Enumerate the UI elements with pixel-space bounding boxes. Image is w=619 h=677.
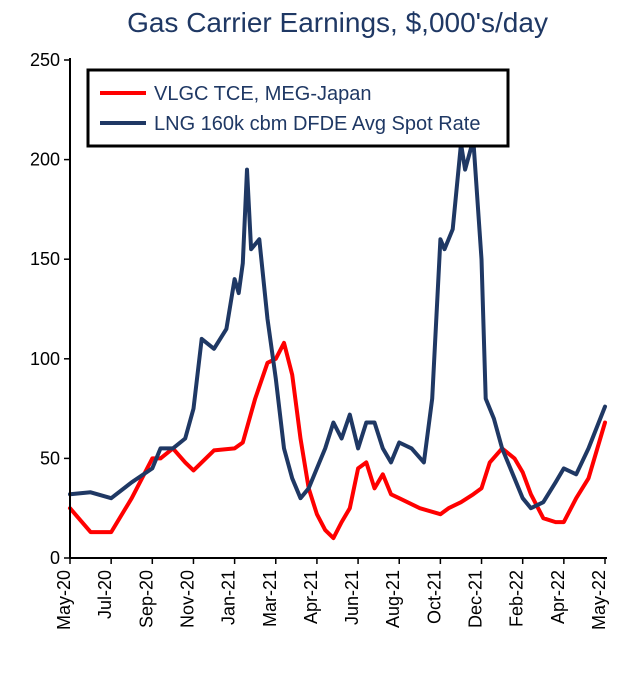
x-tick-label: May-22 [589, 570, 609, 630]
x-tick-label: Mar-21 [260, 570, 280, 627]
x-tick-label: Feb-22 [507, 570, 527, 627]
chart-title: Gas Carrier Earnings, $,000's/day [127, 7, 548, 38]
x-tick-label: Jun-21 [342, 570, 362, 625]
x-tick-label: Apr-21 [301, 570, 321, 624]
legend-label: LNG 160k cbm DFDE Avg Spot Rate [154, 113, 480, 135]
x-tick-label: Aug-21 [383, 570, 403, 628]
x-tick-label: Dec-21 [466, 570, 486, 628]
y-tick-label: 200 [30, 150, 60, 170]
chart-container: Gas Carrier Earnings, $,000's/day 0 50 100 1… [0, 0, 619, 677]
y-tick-label: 0 [50, 548, 60, 568]
y-tick-label: 150 [30, 249, 60, 269]
x-tick-label: Apr-22 [548, 570, 568, 624]
x-tick-label: Oct-21 [424, 570, 444, 624]
x-tick-label: Nov-20 [177, 570, 197, 628]
y-tick-label: 100 [30, 349, 60, 369]
x-tick-label: Sep-20 [136, 570, 156, 628]
x-tick-label: May-20 [54, 570, 74, 630]
line-chart: Gas Carrier Earnings, $,000's/day 0 50 100 1… [0, 0, 619, 677]
x-tick-label: Jan-21 [219, 570, 239, 625]
x-tick-label: Jul-20 [95, 570, 115, 619]
y-tick-label: 50 [40, 448, 60, 468]
y-tick-label: 250 [30, 50, 60, 70]
legend-label: VLGC TCE, MEG-Japan [154, 83, 371, 105]
